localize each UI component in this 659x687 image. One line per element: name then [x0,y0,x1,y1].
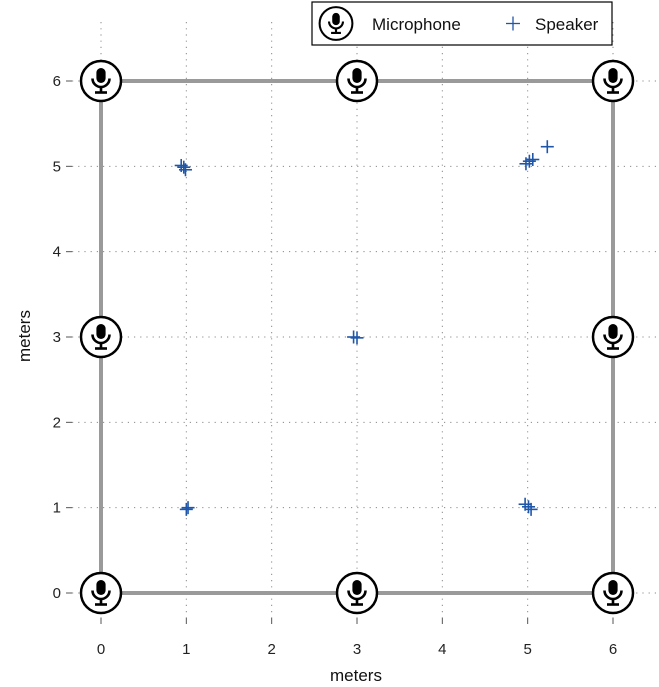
legend-label-speaker: Speaker [535,15,599,34]
y-tick-label-3: 3 [53,329,61,346]
x-tick-label-4: 4 [438,641,446,658]
y-tick-label-4: 4 [53,244,61,261]
legend: Microphone Speaker [311,1,613,46]
speaker-point-9 [526,153,540,167]
speaker-point-5 [347,330,361,344]
x-tick-label-0: 0 [97,641,105,658]
speaker-point-13 [540,140,554,154]
speaker-series [174,140,554,516]
x-tick-label-2: 2 [267,641,275,658]
microphone-icon-0 [79,571,123,615]
y-axis-label: meters [15,310,34,362]
x-tick-label-1: 1 [182,641,190,658]
speaker-point-11 [522,500,536,514]
x-tick-label-3: 3 [353,641,361,658]
speaker-point-4 [181,501,195,515]
speaker-point-12 [524,502,538,516]
speaker-point-7 [519,157,533,171]
microphone-icon-7 [591,59,635,103]
y-tick-label-1: 1 [53,500,61,517]
microphone-icon-6 [335,59,379,103]
legend-speaker-marker [506,16,520,31]
microphone-icon-5 [79,59,123,103]
speaker-point-2 [178,163,192,177]
speaker-point-6 [350,331,364,345]
grid [72,22,656,618]
microphone-icon-4 [591,315,635,359]
microphone-icon-3 [79,315,123,359]
x-tick-label-6: 6 [609,641,617,658]
speaker-point-8 [522,154,536,168]
legend-box [311,1,613,46]
legend-label-microphone: Microphone [372,15,461,34]
microphone-icon-2 [591,571,635,615]
speaker-point-1 [177,160,191,174]
y-tick-label-0: 0 [53,585,61,602]
axes: 0 1 2 3 4 5 6 0 1 2 3 4 5 6 [53,73,618,658]
y-tick-label-6: 6 [53,73,61,90]
microphone-icon-1 [335,571,379,615]
speaker-point-3 [179,502,193,516]
x-axis-label: meters [330,666,382,685]
legend-microphone-icon [318,6,354,41]
y-tick-label-2: 2 [53,414,61,431]
x-tick-label-5: 5 [523,641,531,658]
y-tick-label-5: 5 [53,158,61,175]
